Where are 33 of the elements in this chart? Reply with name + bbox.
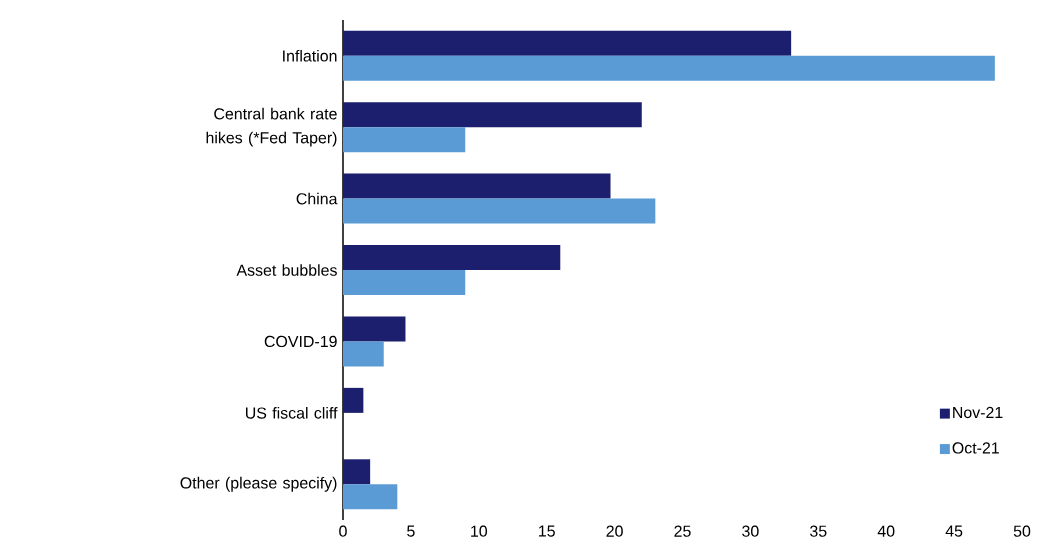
y-tick-label: COVID-19: [264, 335, 337, 348]
y-tick-label: US fiscal cliff: [246, 407, 338, 419]
bar: [343, 459, 371, 485]
bar: [343, 245, 561, 271]
bar: [343, 55, 995, 81]
bar: [343, 127, 466, 153]
bar: [343, 387, 364, 413]
x-tick-label: 45: [945, 525, 963, 537]
y-tick-label: Central bank rate hikes (*Fed Taper): [206, 107, 337, 147]
legend-label: Oct-21: [952, 442, 999, 454]
x-tick-label: 40: [877, 525, 895, 537]
legend-label: Nov-21: [953, 406, 1003, 419]
bar: [343, 341, 384, 367]
bar: [343, 484, 398, 510]
x-tick-label: 0: [339, 525, 347, 537]
y-tick-label: Other (please specify): [180, 476, 337, 492]
y-tick-label: Asset bubbles: [236, 264, 337, 276]
x-tick-label: 35: [810, 525, 827, 537]
x-tick-label: 10: [471, 525, 488, 537]
x-tick-label: 25: [674, 525, 691, 537]
bar: [343, 102, 642, 128]
y-tick-label: Inflation: [283, 49, 337, 62]
bar: [343, 30, 792, 56]
x-tick-label: 30: [742, 525, 759, 537]
bar: [343, 270, 466, 296]
bar: [343, 173, 611, 199]
x-tick-label: 20: [606, 525, 623, 537]
x-tick-label: 15: [539, 525, 555, 537]
bar: [343, 198, 656, 224]
bar: [343, 316, 406, 342]
x-tick-label: 50: [1013, 525, 1031, 537]
y-tick-label: China: [296, 192, 338, 205]
x-tick-label: 5: [407, 525, 415, 537]
